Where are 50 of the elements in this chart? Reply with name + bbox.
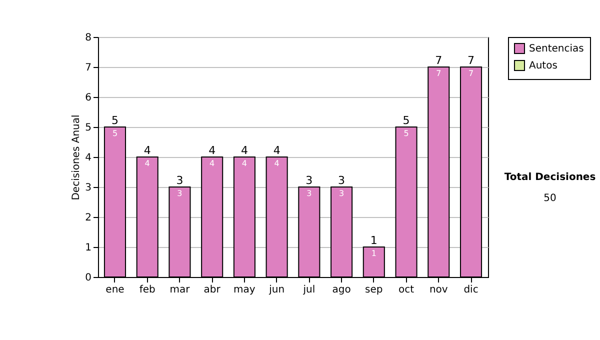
total-label: 5 <box>402 114 410 127</box>
data-label: 3 <box>306 189 312 198</box>
total-label: 7 <box>435 54 442 67</box>
total-label: 1 <box>370 234 378 247</box>
y-axis-title: Decisiones Anual <box>71 114 82 200</box>
data-label: 7 <box>436 69 442 78</box>
legend-label: Autos <box>529 60 558 72</box>
total-label: 3 <box>306 174 313 187</box>
total-label: 4 <box>273 144 280 157</box>
total-label: 4 <box>144 144 151 157</box>
y-tick-label: 6 <box>85 92 92 104</box>
data-label: 4 <box>210 159 215 168</box>
total-label: 5 <box>111 114 118 127</box>
total-label: 3 <box>338 174 346 187</box>
data-label: 7 <box>468 69 474 78</box>
y-tick-label: 8 <box>85 32 92 44</box>
y-tick-label: 4 <box>85 152 92 164</box>
x-tick-label: abr <box>204 284 222 296</box>
data-label: 4 <box>242 159 247 168</box>
data-label: 1 <box>371 249 376 258</box>
y-tick-label: 2 <box>85 212 92 224</box>
x-tick-label: oct <box>398 284 414 296</box>
x-tick-label: jun <box>268 284 285 296</box>
data-label: 3 <box>177 189 182 198</box>
total-label: 7 <box>468 54 475 67</box>
data-label: 4 <box>274 159 280 168</box>
total-label: 4 <box>208 144 216 157</box>
total-label: 3 <box>176 174 184 187</box>
y-tick-label: 1 <box>85 242 92 254</box>
x-tick-label: ene <box>106 284 124 296</box>
data-label: 4 <box>144 159 150 168</box>
y-tick-label: 5 <box>85 122 92 134</box>
legend-label: Sentencias <box>529 44 584 54</box>
x-tick-label: nov <box>429 284 448 296</box>
y-tick-label: 3 <box>85 182 92 194</box>
x-tick-label: dic <box>464 284 478 296</box>
total-label: 4 <box>240 144 248 157</box>
x-tick-label: may <box>234 284 256 296</box>
data-label: 3 <box>339 189 344 198</box>
x-tick-label: sep <box>365 284 383 296</box>
text: 50 <box>542 193 558 204</box>
data-label: 5 <box>404 129 409 138</box>
y-tick-label: 7 <box>85 62 92 74</box>
x-tick-label: mar <box>170 284 191 296</box>
data-label: 5 <box>112 129 118 138</box>
y-tick-label: 0 <box>85 272 92 284</box>
x-tick-label: jul <box>302 284 316 296</box>
text: Total Decisiones <box>503 172 597 183</box>
x-tick-label: feb <box>139 284 156 296</box>
x-tick-label: ago <box>332 284 351 296</box>
